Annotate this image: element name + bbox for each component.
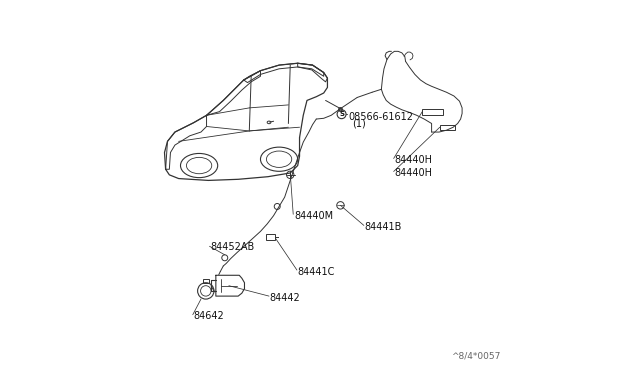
Text: S: S [339, 111, 344, 117]
Text: 84440H: 84440H [394, 155, 433, 165]
Text: 84440H: 84440H [394, 168, 433, 178]
Text: 84642: 84642 [193, 311, 224, 321]
Text: 84440M: 84440M [294, 211, 333, 221]
Text: 84452AB: 84452AB [211, 243, 255, 252]
Text: ^8/4*0057: ^8/4*0057 [451, 352, 500, 361]
Text: 84442: 84442 [270, 293, 301, 302]
Text: 84441C: 84441C [298, 267, 335, 276]
Text: 84441B: 84441B [365, 222, 402, 232]
Text: (1): (1) [353, 119, 366, 129]
Text: 08566-61612: 08566-61612 [348, 112, 413, 122]
